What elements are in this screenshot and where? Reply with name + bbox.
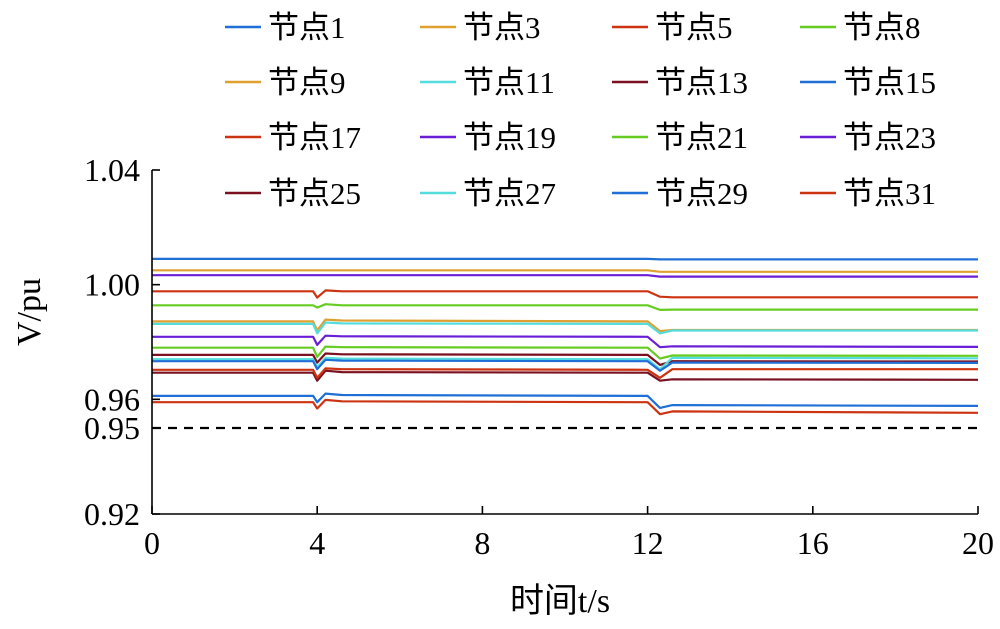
axes: 0 4 8 12 16 20 0.92 0.950.96 1.00 1.04 时间t/s V/pu	[11, 152, 994, 620]
legend-item: 节点9	[225, 65, 346, 100]
legend: 节点1 节点3 节点5 节点8 节点9 节点11 节点13 节点15 节点17 节点19 节点21 节…	[225, 10, 936, 211]
legend-label: 节点17	[268, 120, 361, 155]
legend-item: 节点29	[612, 176, 748, 211]
legend-label: 节点19	[463, 120, 556, 155]
series-line-4	[152, 303, 978, 311]
legend-item: 节点13	[612, 65, 748, 100]
series-line-5	[152, 318, 978, 333]
legend-item: 节点25	[225, 176, 361, 211]
y-tick-label: 1.00	[84, 267, 140, 303]
series-line-15	[152, 358, 979, 372]
x-axis-label: 时间t/s	[510, 583, 610, 620]
series-line-9	[152, 398, 979, 416]
y-tick-label: 1.04	[84, 152, 140, 188]
legend-label: 节点1	[268, 10, 346, 45]
x-tick-label: 16	[797, 525, 829, 561]
legend-item: 节点21	[612, 120, 748, 155]
legend-item: 节点27	[420, 176, 556, 211]
x-tick-label: 8	[474, 525, 490, 561]
y-tick-label: 0.92	[84, 496, 140, 532]
legend-label: 节点13	[655, 65, 748, 100]
legend-label: 节点31	[843, 176, 936, 211]
legend-label: 节点8	[843, 10, 921, 45]
legend-label: 节点3	[463, 10, 541, 45]
legend-item: 节点19	[420, 120, 556, 155]
legend-label: 节点25	[268, 176, 361, 211]
legend-item: 节点23	[800, 120, 936, 155]
legend-label: 节点15	[843, 65, 936, 100]
legend-label: 节点23	[843, 120, 936, 155]
series-line-12	[152, 274, 978, 278]
x-tick-label: 4	[309, 525, 325, 561]
x-tick-label: 0	[144, 525, 160, 561]
legend-label: 节点11	[463, 65, 555, 100]
legend-label: 节点21	[655, 120, 748, 155]
legend-item: 节点8	[800, 10, 921, 45]
series-line-8	[152, 392, 979, 409]
series-line-16	[152, 367, 978, 379]
series-line-6	[152, 321, 978, 335]
legend-item: 节点1	[225, 10, 346, 45]
series-line-3	[152, 289, 978, 299]
legend-item: 节点31	[800, 176, 936, 211]
legend-label: 节点27	[463, 176, 556, 211]
legend-label: 节点9	[268, 65, 346, 100]
series-line-1	[152, 257, 978, 261]
legend-label: 节点29	[655, 176, 748, 211]
series-line-7	[152, 369, 979, 382]
series-line-11	[152, 345, 979, 360]
legend-item: 节点3	[420, 10, 541, 45]
y-axis-label: V/pu	[11, 278, 48, 346]
series-line-10	[152, 334, 979, 349]
legend-item: 节点11	[420, 65, 555, 100]
y-tick-label: 0.95	[84, 410, 140, 446]
legend-item: 节点17	[225, 120, 361, 155]
series-line-2	[152, 269, 978, 273]
x-tick-label: 12	[632, 525, 664, 561]
legend-label: 节点5	[655, 10, 733, 45]
plot-area	[152, 257, 979, 430]
y-tick-label: 0.96	[84, 381, 140, 417]
legend-item: 节点5	[612, 10, 733, 45]
x-tick-label: 20	[962, 525, 994, 561]
legend-item: 节点15	[800, 65, 936, 100]
